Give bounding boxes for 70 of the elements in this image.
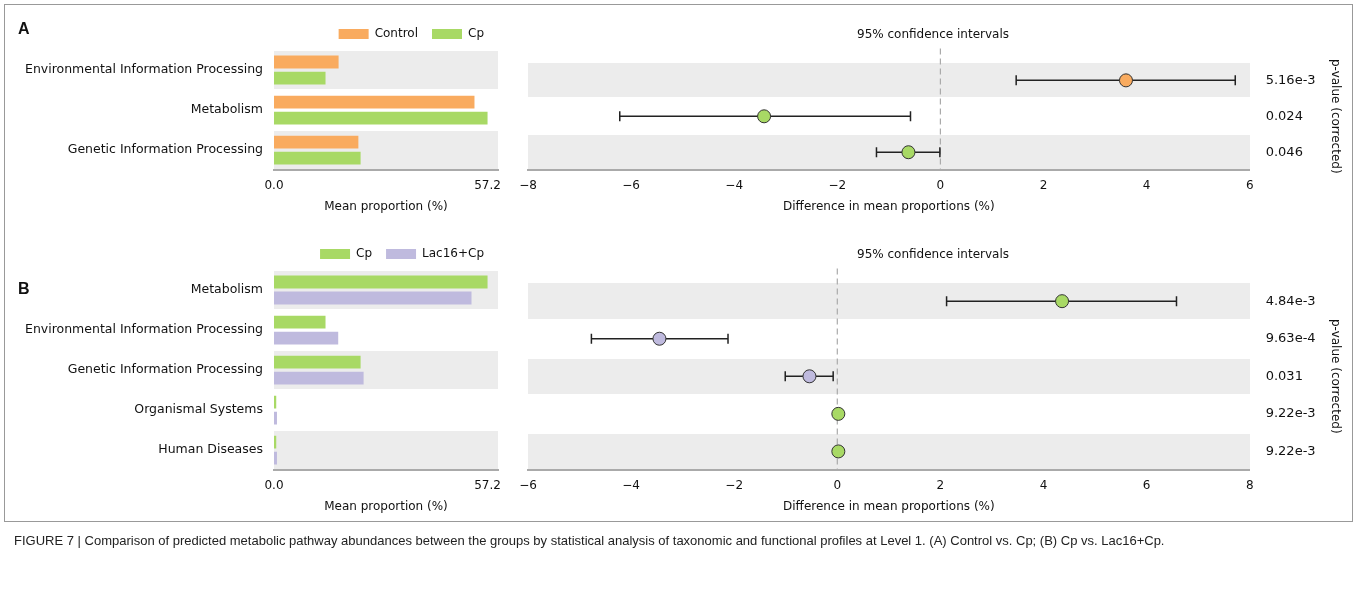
y-tick-label: Environmental Information Processing [24,321,263,337]
bar [274,151,361,165]
x-axis-title: Difference in mean proportions (%) [783,498,995,513]
text: A [18,20,30,38]
x-tick-label: 0.0 [264,477,284,492]
y-tick-label: Metabolism [190,101,263,117]
bar [274,95,475,109]
chart-title: 95% confidence intervals [857,27,1009,42]
legend-label: Cp [468,26,484,41]
y-tick-label: Genetic Information Processing [67,361,263,377]
bar [274,111,488,125]
y2-axis-title: p-value (corrected) [1328,59,1343,174]
x-tick-label: 6 [1245,177,1254,192]
point [1055,294,1070,309]
x-tick-label: −2 [828,177,847,192]
y2-tick-label: 9.63e-4 [1265,330,1316,346]
x-tick-label: 4 [1142,177,1151,192]
x-tick-label: 0 [936,177,945,192]
x-tick-label: −6 [622,177,640,192]
y2-tick-label: 9.22e-3 [1265,442,1316,458]
x-axis-title: Mean proportion (%) [324,198,448,213]
bar [274,411,277,425]
y2-tick-label: 0.024 [1265,107,1303,123]
legend-label: Control [374,26,419,41]
y2-tick-label: 5.16e-3 [1265,71,1316,87]
point [831,406,846,421]
legend-label: Lac16+Cp [422,246,485,261]
x-tick-label: −6 [519,477,537,492]
y2-axis-title: p-value (corrected) [1328,319,1343,434]
y2-tick-label: 4.84e-3 [1265,292,1316,308]
x-tick-label: 2 [1039,177,1048,192]
y2-tick-label: 9.22e-3 [1265,405,1316,421]
bar [274,71,326,85]
y-tick-label: Human Diseases [158,441,263,457]
point [831,444,846,459]
x-tick-label: 2 [936,477,945,492]
bar [274,371,364,385]
x-tick-label: −4 [725,177,744,192]
x-tick-label: 6 [1142,477,1151,492]
bar [274,331,339,345]
bar [274,355,361,369]
point [652,331,667,346]
bar [274,135,359,149]
bar [274,55,339,69]
bar [274,395,277,409]
text: B [18,280,30,298]
bar [274,451,277,465]
x-axis-title: Difference in mean proportions (%) [783,198,995,213]
y2-tick-label: 0.031 [1265,367,1303,383]
bar [274,315,326,329]
x-axis-title: Mean proportion (%) [324,498,448,513]
y2-tick-label: 0.046 [1265,143,1303,159]
x-tick-label: −8 [519,177,537,192]
y-tick-label: Genetic Information Processing [67,141,263,157]
x-tick-label: 0 [833,477,842,492]
y-tick-label: Metabolism [190,281,263,297]
y-tick-label: Organismal Systems [134,401,263,417]
x-tick-label: 8 [1245,477,1254,492]
bar [274,435,277,449]
x-tick-label: 57.2 [474,477,501,492]
chart-title: 95% confidence intervals [857,247,1009,262]
x-tick-label: 0.0 [264,177,284,192]
x-tick-label: −2 [725,477,744,492]
y-tick-label: Environmental Information Processing [24,61,263,77]
x-tick-label: 57.2 [474,177,501,192]
legend-label: Cp [356,246,373,261]
point [802,369,817,384]
x-tick-label: 4 [1039,477,1048,492]
x-tick-label: −4 [622,477,640,492]
caption: FIGURE 7 | Comparison of predicted metabolic pathway abundances between the groups by statistical analysis of taxonomic and functional profiles at Level 1. (A) Control vs. Cp; (B) Cp vs. Lac16+Cp. [14,532,1166,550]
